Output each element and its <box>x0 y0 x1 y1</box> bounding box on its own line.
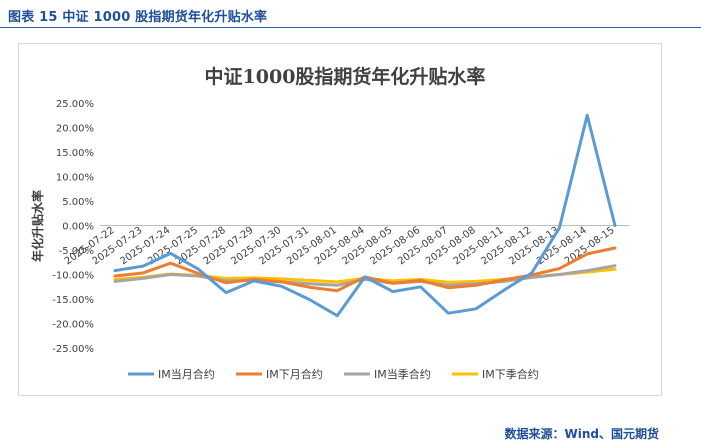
legend-item: IM下月合约 <box>236 367 323 381</box>
y-tick-label: 15.00% <box>56 148 94 159</box>
figure-caption: 图表 15 中证 1000 股指期货年化升贴水率 <box>8 10 268 25</box>
y-tick-label: 10.00% <box>56 173 94 184</box>
data-source-note: 数据来源：Wind、国元期货 <box>504 427 659 441</box>
y-tick-label: 20.00% <box>56 124 94 135</box>
y-tick-label: -10.00% <box>52 271 94 282</box>
y-axis-label: 年化升贴水率 <box>30 190 45 262</box>
legend-item: IM当月合约 <box>128 367 215 381</box>
legend: IM当月合约 IM下月合约 IM当季合约 IM下季合约 <box>128 367 539 381</box>
y-tick-label: 5.00% <box>62 197 94 208</box>
y-tick-label: -25.00% <box>52 344 94 355</box>
series-line <box>113 113 617 318</box>
chart-title: 中证1000股指期货年化升贴水率 <box>205 65 486 88</box>
y-tick-label: 25.00% <box>56 99 94 110</box>
legend-label: IM下月合约 <box>266 367 323 381</box>
x-axis-ticks: 2025-07-222025-07-232025-07-242025-07-25… <box>63 225 617 267</box>
legend-label: IM当月合约 <box>158 367 215 381</box>
legend-label: IM下季合约 <box>482 367 539 381</box>
legend-item: IM当季合约 <box>344 367 431 381</box>
legend-label: IM当季合约 <box>374 367 431 381</box>
chart-frame <box>18 43 662 396</box>
y-axis-ticks: 25.00% 20.00% 15.00% 10.00% 5.00% 0.00% -5.00%… <box>52 99 94 355</box>
y-tick-label: -15.00% <box>52 295 94 306</box>
series-lines <box>113 113 617 318</box>
legend-item: IM下季合约 <box>452 367 539 381</box>
y-tick-label: -20.00% <box>52 320 94 331</box>
y-tick-label: -5.00% <box>59 246 94 257</box>
y-tick-label: 0.00% <box>62 222 94 233</box>
caption-divider <box>0 27 701 28</box>
